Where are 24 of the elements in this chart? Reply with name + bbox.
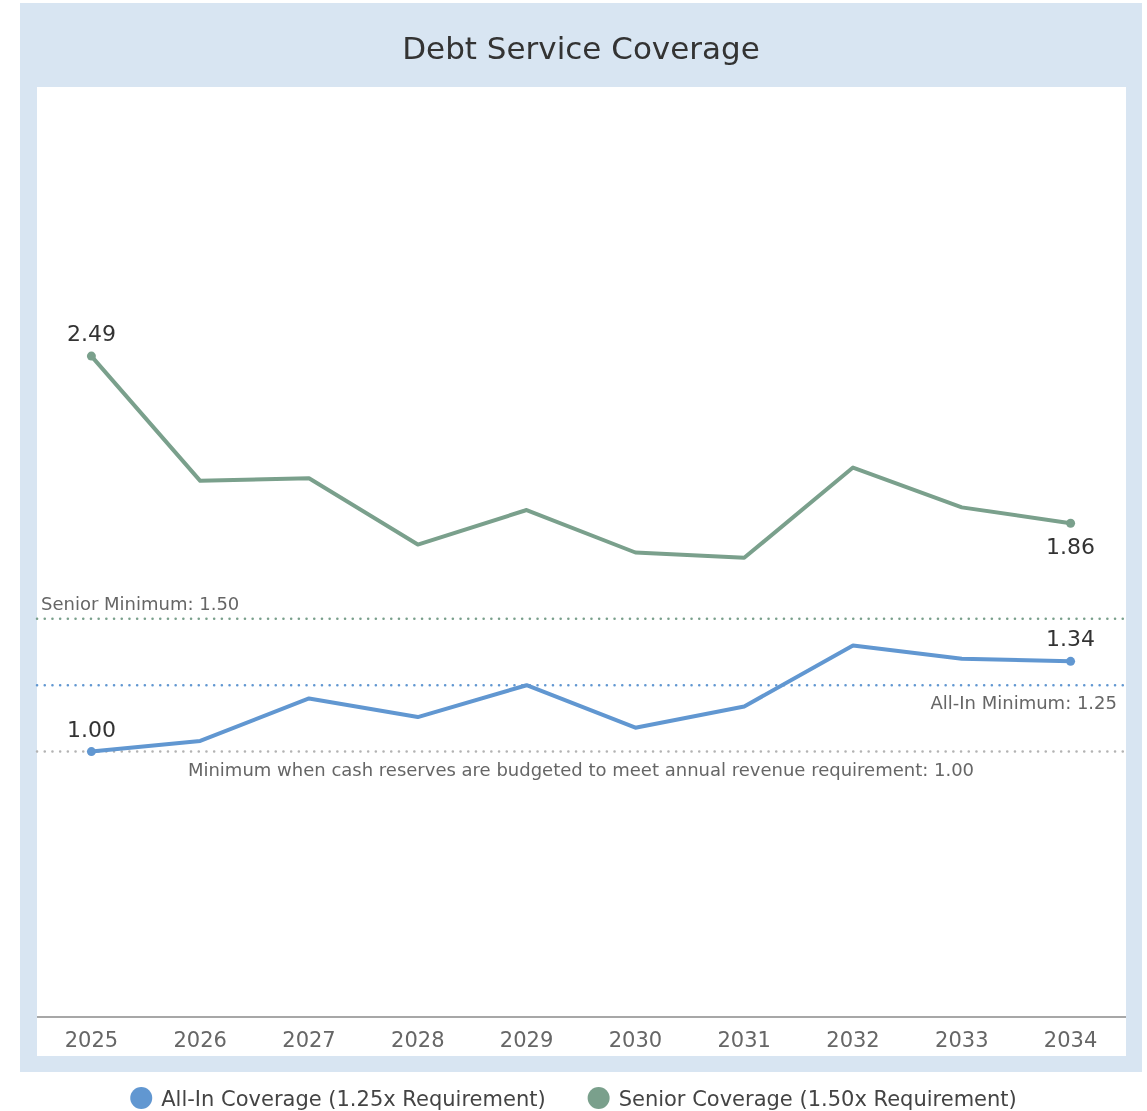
point (86, 747, 96, 757)
x-tick-label: 2031 (717, 1028, 771, 1052)
chart-title: Debt Service Coverage (402, 30, 760, 66)
data-label: 2.49 (66, 321, 116, 347)
ref-line-label: Minimum when cash reserves are budgeted to meet annual revenue requirement: 1.00 (187, 758, 975, 780)
legend-label: All-In Coverage (1.25x Requirement) (161, 1087, 546, 1111)
point (1066, 518, 1076, 528)
x-tick-label: 2028 (391, 1028, 445, 1052)
data-label: 1.86 (1046, 534, 1096, 560)
x-tick-label: 2033 (935, 1028, 989, 1052)
point (86, 351, 96, 361)
x-tick-label: 2025 (64, 1028, 119, 1052)
ref-line-label: All-In Minimum: 1.25 (930, 692, 1117, 714)
data-label: 1.00 (66, 716, 116, 742)
x-tick-label: 2032 (826, 1028, 880, 1052)
point (1066, 656, 1076, 666)
x-tick-label: 2026 (173, 1028, 227, 1052)
x-tick-label: 2030 (608, 1028, 663, 1052)
data-label: 1.34 (1046, 626, 1096, 652)
x-tick-label: 2034 (1043, 1028, 1098, 1052)
x-tick-label: 2027 (282, 1028, 336, 1052)
x-tick-label: 2029 (499, 1028, 554, 1052)
ref-line-label: Senior Minimum: 1.50 (41, 592, 240, 614)
legend-label: Senior Coverage (1.50x Requirement) (618, 1087, 1017, 1111)
